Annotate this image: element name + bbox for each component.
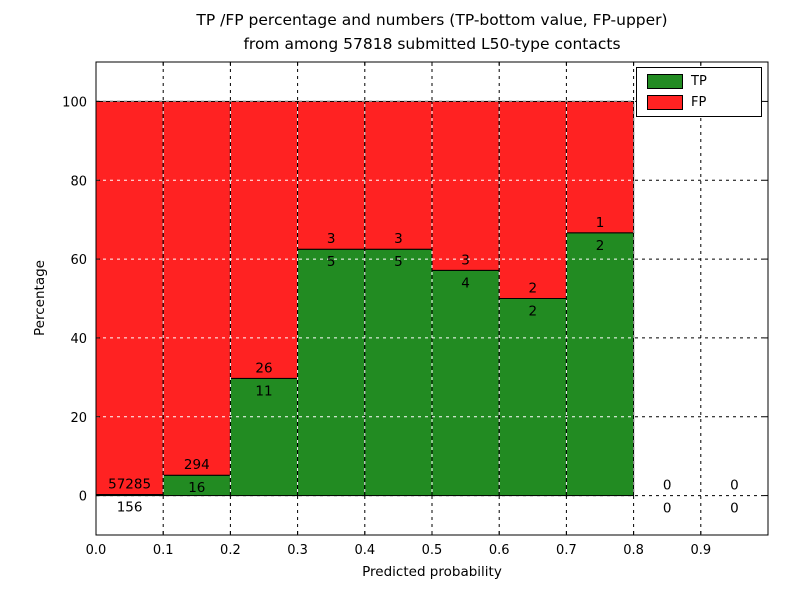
axes-frame bbox=[95, 61, 769, 536]
bar-tp bbox=[364, 248, 433, 497]
y-tick-label: 100 bbox=[62, 95, 87, 110]
x-tick-label: 0.3 bbox=[287, 543, 308, 558]
bar-tp bbox=[565, 232, 635, 497]
tp-count-label: 2 bbox=[529, 304, 538, 320]
x-tick-label: 0.4 bbox=[354, 543, 375, 558]
tick-marks bbox=[95, 62, 768, 535]
x-tick-label: 0.7 bbox=[556, 543, 577, 558]
bar-fp bbox=[431, 100, 500, 271]
legend-item-fp: FP bbox=[647, 95, 751, 110]
bars bbox=[95, 100, 635, 497]
tp-count-label: 5 bbox=[327, 254, 336, 270]
fp-count-label: 2 bbox=[529, 281, 538, 297]
bar-fp bbox=[162, 100, 231, 476]
count-labels: 57285 156 294 16 26 11 3 5 3 5 3 4 2 2 1 2 0 0 0 0 bbox=[108, 215, 739, 517]
x-axis-label: Predicted probability bbox=[362, 564, 502, 580]
bar-tp bbox=[498, 298, 567, 497]
x-tick-label: 0.1 bbox=[153, 543, 174, 558]
fp-count-label: 57285 bbox=[108, 477, 151, 493]
x-tick-label: 0.5 bbox=[422, 543, 443, 558]
fp-count-label: 294 bbox=[184, 457, 210, 473]
fp-count-label: 3 bbox=[327, 231, 336, 247]
legend-label-tp: TP bbox=[691, 74, 707, 89]
chart-title: TP /FP percentage and numbers (TP-bottom… bbox=[96, 8, 768, 56]
chart-title-line1: TP /FP percentage and numbers (TP-bottom… bbox=[196, 11, 668, 29]
legend-label-fp: FP bbox=[691, 95, 707, 110]
bar-tp bbox=[297, 248, 366, 497]
legend-swatch-tp bbox=[647, 74, 683, 89]
x-tick-labels: 0.0 0.1 0.2 0.3 0.4 0.5 0.6 0.7 0.8 0.9 bbox=[86, 543, 711, 558]
bar-fp bbox=[95, 100, 164, 496]
y-tick-label: 60 bbox=[70, 253, 87, 268]
fp-count-label: 0 bbox=[663, 478, 672, 494]
y-tick-labels: 0 20 40 60 80 100 bbox=[62, 95, 87, 504]
tp-count-label: 0 bbox=[730, 501, 739, 517]
bar-fp bbox=[364, 100, 433, 250]
tp-count-label: 11 bbox=[255, 383, 272, 399]
x-tick-label: 0.9 bbox=[690, 543, 711, 558]
tp-count-label: 5 bbox=[394, 254, 403, 270]
legend-item-tp: TP bbox=[647, 74, 751, 89]
fp-count-label: 0 bbox=[730, 478, 739, 494]
chart-title-line2: from among 57818 submitted L50-type cont… bbox=[243, 35, 621, 53]
fp-count-label: 3 bbox=[461, 252, 470, 268]
fp-count-label: 1 bbox=[596, 215, 605, 231]
bar-tp bbox=[431, 269, 500, 497]
grid-white bbox=[96, 101, 634, 496]
y-axis-label: Percentage bbox=[32, 260, 48, 336]
y-tick-label: 0 bbox=[79, 490, 87, 505]
bar-fp bbox=[498, 100, 567, 299]
y-tick-label: 80 bbox=[70, 174, 87, 189]
legend: TP FP bbox=[636, 67, 762, 117]
tp-count-label: 16 bbox=[188, 480, 205, 496]
x-tick-label: 0.2 bbox=[220, 543, 241, 558]
bar-fp bbox=[229, 100, 299, 379]
legend-swatch-fp bbox=[647, 95, 683, 110]
tp-count-label: 0 bbox=[663, 501, 672, 517]
fp-count-label: 26 bbox=[255, 360, 272, 376]
x-tick-label: 0.0 bbox=[86, 543, 107, 558]
bar-fp bbox=[297, 100, 366, 250]
tp-count-label: 4 bbox=[461, 275, 470, 291]
tp-count-label: 2 bbox=[596, 238, 605, 254]
bar-fp bbox=[565, 100, 635, 234]
fp-count-label: 3 bbox=[394, 231, 403, 247]
x-tick-label: 0.6 bbox=[489, 543, 510, 558]
y-tick-label: 40 bbox=[70, 332, 87, 347]
y-tick-label: 20 bbox=[70, 411, 87, 426]
x-tick-label: 0.8 bbox=[623, 543, 644, 558]
tp-count-label: 156 bbox=[117, 500, 143, 516]
